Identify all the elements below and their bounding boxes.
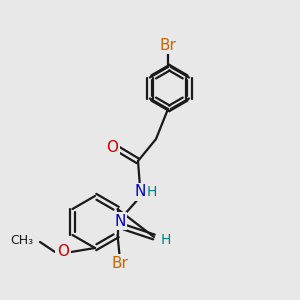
Text: H: H: [147, 185, 157, 199]
Text: N: N: [134, 184, 146, 200]
Text: CH₃: CH₃: [10, 233, 33, 247]
Text: O: O: [57, 244, 69, 260]
Text: Br: Br: [111, 256, 128, 271]
Text: O: O: [106, 140, 118, 155]
Text: N: N: [114, 214, 126, 229]
Text: Br: Br: [160, 38, 176, 52]
Text: H: H: [161, 233, 171, 247]
